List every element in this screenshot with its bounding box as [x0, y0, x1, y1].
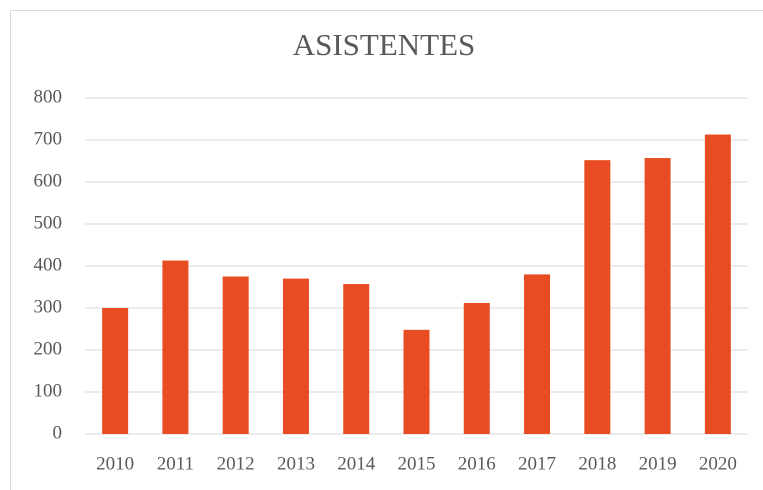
bar [403, 329, 430, 434]
bar [282, 278, 309, 434]
x-tick-label: 2020 [699, 453, 737, 474]
y-tick-label: 500 [34, 212, 63, 233]
x-tick-label: 2010 [96, 453, 134, 474]
y-tick-label: 800 [34, 86, 63, 107]
bar [222, 276, 249, 434]
y-tick-label: 0 [53, 422, 63, 443]
bar [584, 160, 611, 434]
chart-border [10, 10, 763, 490]
bar [644, 158, 671, 434]
bar [102, 308, 129, 434]
bar [343, 284, 370, 434]
bar [463, 302, 490, 434]
x-tick-label: 2011 [157, 453, 194, 474]
x-tick-label: 2019 [639, 453, 677, 474]
x-tick-label: 2013 [277, 453, 315, 474]
bar [524, 274, 551, 434]
y-tick-label: 600 [34, 170, 63, 191]
x-tick-label: 2016 [458, 453, 496, 474]
x-tick-label: 2015 [398, 453, 436, 474]
x-tick-label: 2014 [337, 453, 376, 474]
y-tick-label: 200 [34, 338, 63, 359]
y-tick-label: 100 [34, 380, 63, 401]
x-tick-label: 2017 [518, 453, 556, 474]
bar [704, 134, 731, 435]
bar [162, 260, 189, 434]
x-tick-label: 2018 [578, 453, 616, 474]
y-tick-label: 700 [34, 128, 63, 149]
x-tick-label: 2012 [217, 453, 255, 474]
y-tick-label: 300 [34, 296, 63, 317]
chart-title: ASISTENTES [293, 27, 476, 62]
y-tick-label: 400 [34, 254, 63, 275]
